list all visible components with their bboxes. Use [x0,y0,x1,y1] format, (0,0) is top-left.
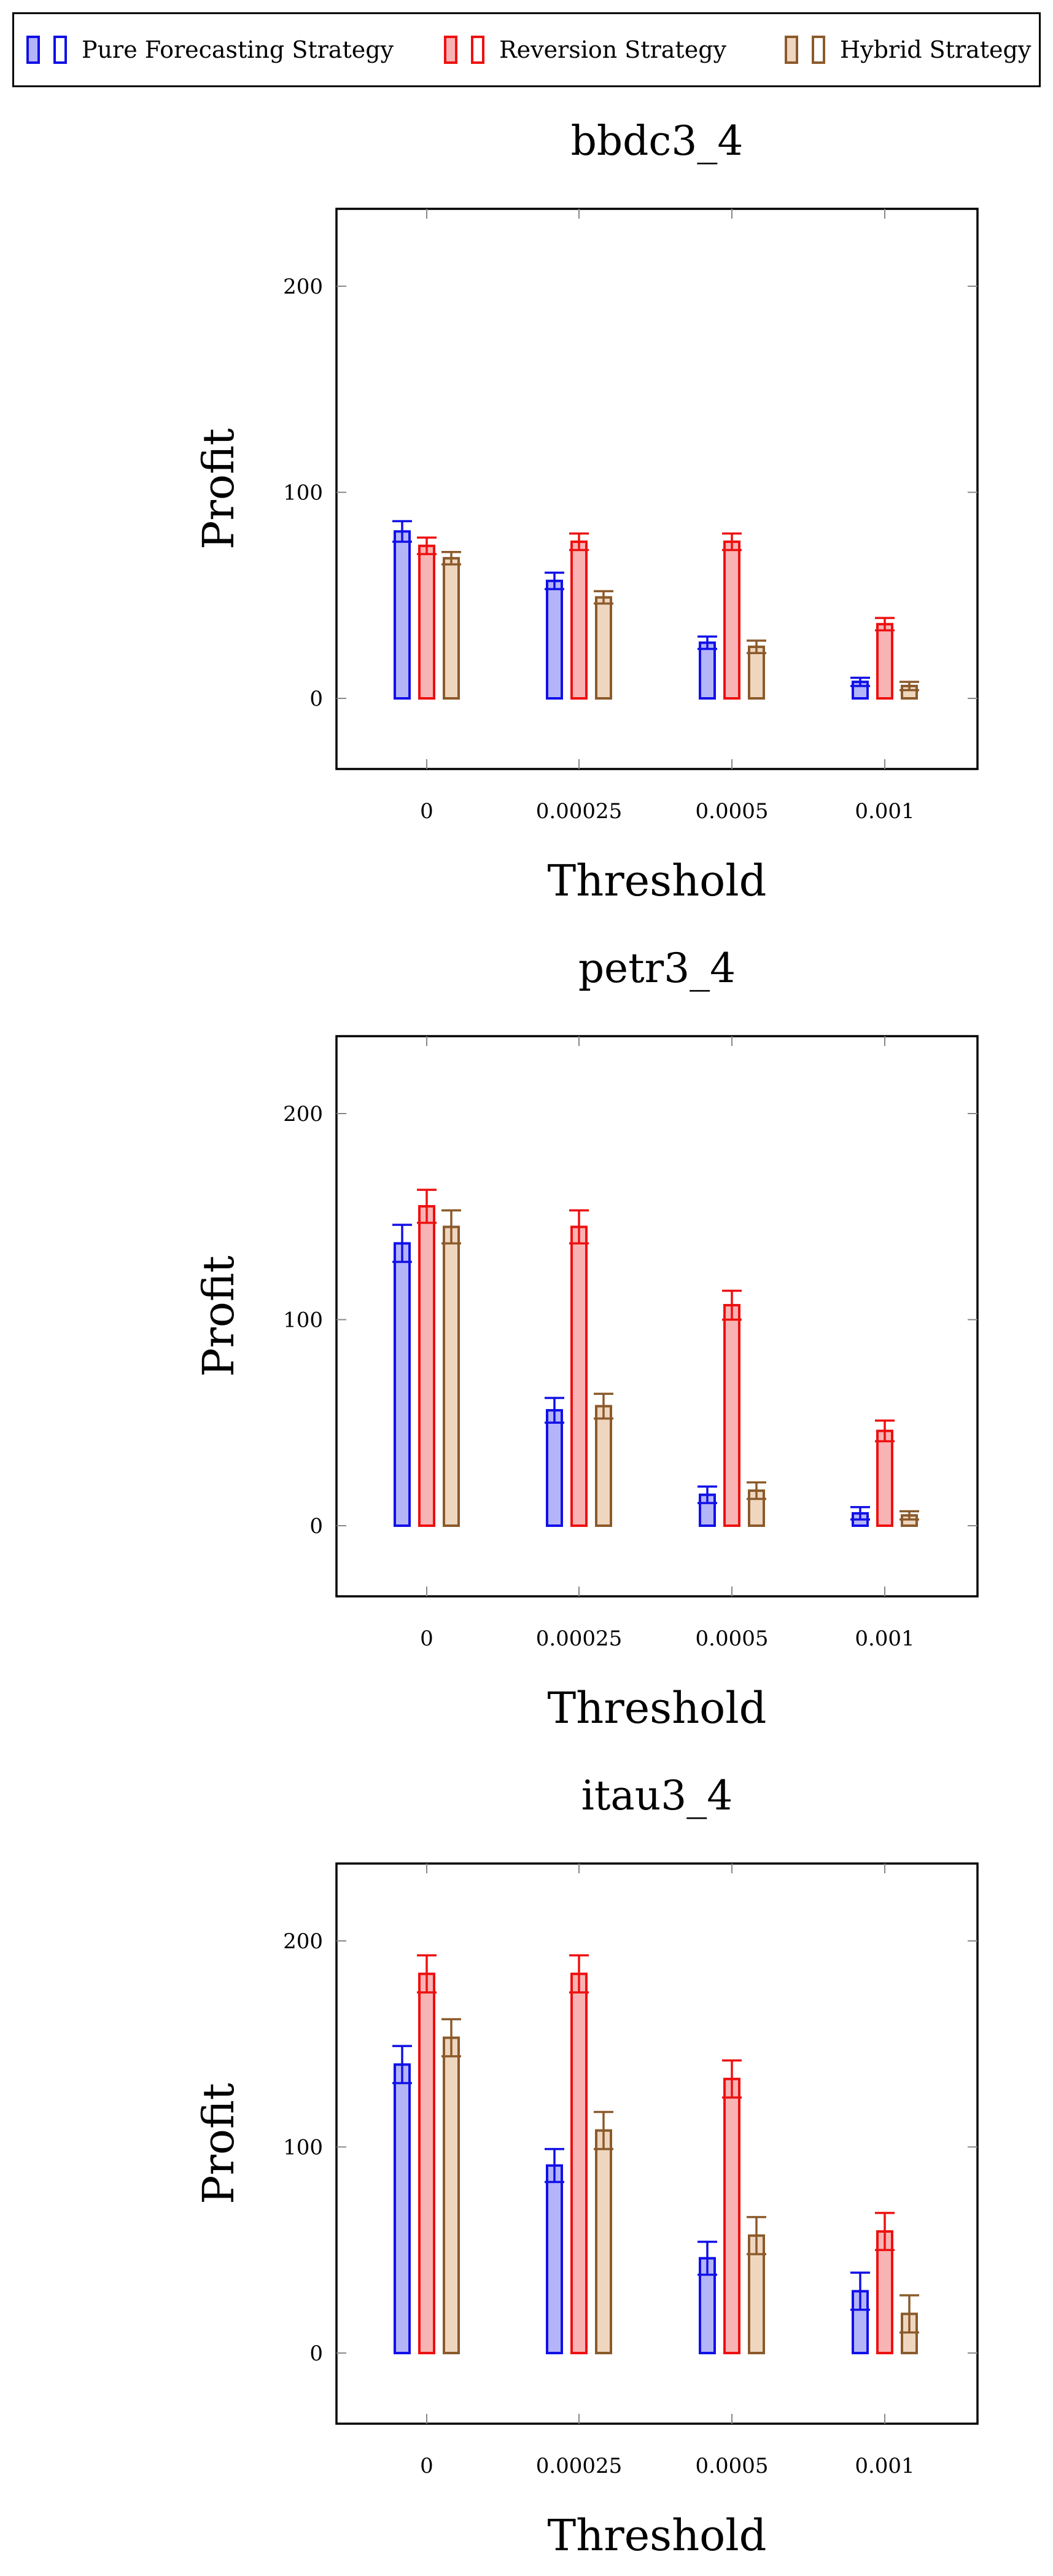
x-tick-label: 0.0005 [696,799,769,824]
y-tick-label: 200 [283,1929,323,1954]
plot-frame [335,1035,979,1598]
legend-swatch-reversion [444,36,457,64]
bar-hybrid [595,1405,612,1527]
y-tick-label: 0 [309,687,323,711]
y-axis-label: Profit [193,428,244,550]
y-tick-label: 0 [309,2341,323,2366]
bar-reversion [418,544,435,700]
y-axis-label: Profit [193,1255,244,1377]
plot-frame [335,1862,979,2425]
x-axis-label: Threshold [547,2510,766,2561]
y-tick-label: 100 [283,2136,323,2160]
bar-reversion [723,541,740,700]
legend-item-reversion: Reversion Strategy [444,14,726,85]
chart-panel-0: bbdc3_4 0 100 200 0 0.00025 0.0005 0.001 Thresho… [193,117,979,906]
legend-item-hybrid: Hybrid Strategy [785,14,1031,85]
bar-hybrid [443,1225,460,1528]
x-tick-label: 0.00025 [536,2454,623,2478]
bar-pure-forecasting [699,641,716,700]
legend-label-reversion: Reversion Strategy [499,36,726,63]
legend: Pure Forecasting Strategy Reversion Stra… [12,12,1041,87]
y-axis-label: Profit [193,2083,244,2204]
bar-reversion [723,1304,740,1527]
chart-panel-1: petr3_4 0 100 200 0 0.00025 0.0005 0.001 Thresho… [193,945,979,1733]
chart-panel-2: itau3_4 0 100 200 0 0.00025 0.0005 0.001 Thresho… [193,1772,979,2561]
bar-pure-forecasting [546,1409,563,1528]
bar-reversion [570,541,588,700]
legend-swatch-reversion-outline [471,36,484,64]
x-tick-label: 0.0005 [696,1626,769,1651]
legend-swatch-hybrid [785,36,798,64]
bar-reversion [570,1972,588,2354]
x-tick-label: 0.0005 [696,2454,769,2478]
bar-reversion [876,623,893,700]
y-tick-label: 100 [283,481,323,505]
y-tick-label: 200 [283,1102,323,1126]
bar-pure-forecasting [394,530,411,700]
x-tick-label: 0.001 [855,799,914,824]
plot-frame [335,208,979,770]
legend-swatch-pure-forecasting-outline [53,36,67,64]
x-tick-label: 0 [420,2454,433,2478]
bar-reversion [418,1972,435,2354]
bar-hybrid [443,556,460,700]
x-tick-label: 0.001 [855,1626,914,1651]
x-tick-label: 0.001 [855,2454,914,2478]
x-tick-label: 0.00025 [536,1626,623,1651]
chart-title: bbdc3_4 [571,117,744,165]
legend-swatch-pure-forecasting [26,36,40,64]
legend-label-pure-forecasting: Pure Forecasting Strategy [82,36,394,63]
bar-hybrid [595,2129,612,2354]
bar-pure-forecasting [394,1242,411,1527]
bar-hybrid [595,596,612,700]
x-tick-label: 0 [420,1626,433,1651]
bar-reversion [723,2077,740,2354]
chart-title: petr3_4 [578,945,736,992]
y-tick-label: 200 [283,275,323,299]
bar-pure-forecasting [546,579,563,700]
bar-reversion [570,1225,588,1528]
bar-pure-forecasting [394,2063,411,2355]
legend-item-pure-forecasting: Pure Forecasting Strategy [26,14,394,85]
bar-reversion [876,1429,893,1527]
bar-hybrid [748,646,765,700]
x-tick-label: 0 [420,799,433,824]
bar-hybrid [443,2036,460,2355]
bar-reversion [418,1204,435,1527]
legend-swatch-hybrid-outline [812,36,825,64]
y-tick-label: 100 [283,1308,323,1333]
y-tick-label: 0 [309,1514,323,1539]
x-tick-label: 0.00025 [536,799,623,824]
legend-label-hybrid: Hybrid Strategy [840,36,1032,63]
chart-title: itau3_4 [581,1772,732,1819]
x-axis-label: Threshold [547,856,766,906]
x-axis-label: Threshold [547,1683,766,1733]
bar-pure-forecasting [546,2164,563,2355]
